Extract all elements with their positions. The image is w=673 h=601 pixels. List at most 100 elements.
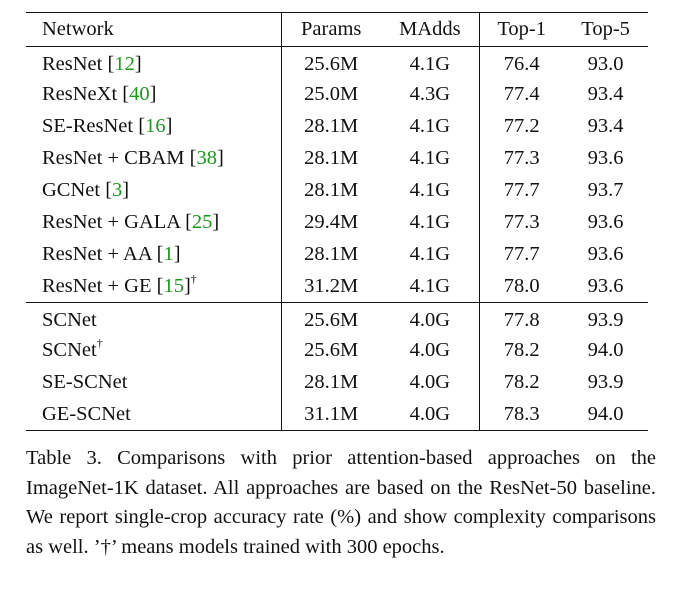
prior-methods-group: ResNet [12] 25.6M 4.1G 76.4 93.0 ResNeXt [40]… bbox=[26, 46, 648, 303]
cell-madds: 4.1G bbox=[409, 115, 451, 138]
cell-top5: 93.9 bbox=[587, 308, 624, 331]
cell-params: 31.1M bbox=[280, 398, 381, 431]
cell-top5: 93.6 bbox=[563, 270, 648, 303]
cell-top1: 77.4 bbox=[479, 78, 564, 111]
cell-network: SCNet bbox=[26, 303, 281, 335]
cell-network: ResNet + AA [1] bbox=[42, 243, 181, 266]
cell-network: ResNet + GE [15]† bbox=[26, 270, 282, 303]
cell-top1: 77.8 bbox=[479, 302, 564, 335]
header-top1: Top-1 bbox=[479, 12, 564, 47]
results-table: Network Params MAdds Top-1 Top-5 ResNet … bbox=[26, 12, 648, 431]
network-name: ResNet + CBAM bbox=[42, 147, 185, 170]
cell-top5: 93.6 bbox=[587, 243, 624, 266]
cell-top5: 93.0 bbox=[587, 52, 624, 75]
cell-top5: 94.0 bbox=[563, 398, 648, 431]
cell-madds: 4.1G bbox=[409, 243, 451, 266]
cell-params: 28.1M bbox=[280, 110, 381, 143]
dagger-mark: † bbox=[96, 336, 103, 351]
network-name: SCNet bbox=[42, 308, 97, 331]
citation-link[interactable]: 16 bbox=[145, 115, 166, 138]
table-row: GCNet [3] 28.1M 4.1G 77.7 93.7 bbox=[26, 174, 648, 207]
cell-params: 31.2M bbox=[280, 270, 381, 303]
cell-top5: 93.9 bbox=[587, 371, 624, 394]
table-row: SCNet 25.6M 4.0G 77.8 93.9 bbox=[26, 302, 648, 335]
cell-network: ResNet [12] bbox=[42, 52, 142, 75]
network-name: ResNet + AA bbox=[42, 243, 152, 266]
header-params: Params bbox=[280, 12, 381, 47]
cell-top1: 76.4 bbox=[479, 46, 564, 79]
cell-params: 25.6M bbox=[280, 46, 381, 79]
cell-top1: 78.2 bbox=[479, 366, 564, 399]
cell-top1: 77.7 bbox=[479, 238, 564, 271]
table-row: ResNet + GALA [25] 29.4M 4.1G 77.3 93.6 bbox=[26, 206, 648, 239]
cell-madds: 4.0G bbox=[380, 398, 480, 431]
cell-network: ResNet + GALA [25] bbox=[42, 211, 220, 234]
table-row: ResNet + GE [15]† 31.2M 4.1G 78.0 93.6 bbox=[26, 270, 648, 303]
cell-madds: 4.1G bbox=[380, 270, 480, 303]
cell-top5: 93.6 bbox=[587, 211, 624, 234]
cell-params: 25.6M bbox=[280, 302, 381, 335]
cell-top1: 77.3 bbox=[479, 206, 564, 239]
citation-link[interactable]: 12 bbox=[114, 52, 135, 75]
table-caption: Table 3. Comparisons with prior attentio… bbox=[26, 447, 656, 558]
citation-link[interactable]: 38 bbox=[196, 147, 218, 170]
cell-madds: 4.1G bbox=[409, 52, 451, 75]
cell-top5: 93.4 bbox=[587, 115, 624, 138]
cell-params: 28.1M bbox=[280, 174, 381, 207]
cell-network: GE-SCNet bbox=[26, 398, 282, 431]
cell-network: SCNet† bbox=[26, 335, 281, 367]
cell-params: 25.0M bbox=[280, 78, 381, 111]
cell-top1: 78.0 bbox=[479, 270, 564, 303]
cell-network: SE-SCNet bbox=[26, 367, 281, 399]
table-row: ResNet + AA [1] 28.1M 4.1G 77.7 93.6 bbox=[26, 238, 648, 271]
cell-madds: 4.0G bbox=[409, 308, 451, 331]
table-row: GE-SCNet 31.1M 4.0G 78.3 94.0 bbox=[26, 398, 648, 431]
cell-network: SE-ResNet [16] bbox=[42, 115, 173, 138]
network-name: ResNeXt bbox=[42, 83, 118, 106]
cell-top5: 94.0 bbox=[587, 339, 624, 362]
network-name: SE-ResNet bbox=[42, 115, 134, 138]
dagger-mark: † bbox=[190, 272, 197, 286]
citation-link[interactable]: 1 bbox=[163, 243, 174, 266]
header-madds: MAdds bbox=[380, 12, 480, 47]
header-network: Network bbox=[26, 12, 282, 47]
cell-madds: 4.0G bbox=[409, 339, 451, 362]
table-header: Network Params MAdds Top-1 Top-5 bbox=[26, 12, 648, 47]
citation-link[interactable]: 40 bbox=[129, 83, 150, 106]
cell-top1: 78.3 bbox=[479, 398, 564, 431]
network-name: SCNet bbox=[42, 339, 97, 362]
header-row: Network Params MAdds Top-1 Top-5 bbox=[26, 12, 648, 47]
cell-top1: 77.2 bbox=[479, 110, 564, 143]
cell-top5: 93.7 bbox=[587, 179, 624, 202]
cell-madds: 4.1G bbox=[409, 211, 451, 234]
network-name: ResNet + GE bbox=[42, 275, 152, 297]
scnet-methods-group: SCNet 25.6M 4.0G 77.8 93.9 SCNet† 25.6M 4.0G 78.… bbox=[26, 302, 648, 431]
citation-link[interactable]: 25 bbox=[191, 211, 213, 234]
cell-top1: 77.7 bbox=[479, 174, 564, 207]
cell-network: ResNet + CBAM [38] bbox=[42, 147, 224, 170]
cell-top5: 93.6 bbox=[587, 147, 624, 170]
network-name: ResNet + GALA bbox=[42, 211, 180, 234]
cell-params: 29.4M bbox=[280, 206, 381, 239]
cell-madds: 4.1G bbox=[409, 147, 451, 170]
cell-params: 28.1M bbox=[280, 366, 381, 399]
network-name: ResNet bbox=[42, 52, 103, 75]
table-row: ResNeXt [40] 25.0M 4.3G 77.4 93.4 bbox=[26, 78, 648, 111]
table-row: SE-SCNet 28.1M 4.0G 78.2 93.9 bbox=[26, 366, 648, 399]
citation-link[interactable]: 15 bbox=[163, 275, 184, 297]
table-row: SCNet† 25.6M 4.0G 78.2 94.0 bbox=[26, 334, 648, 367]
cell-madds: 4.3G bbox=[409, 83, 451, 106]
table-row: ResNet + CBAM [38] 28.1M 4.1G 77.3 93.6 bbox=[26, 142, 648, 175]
table-row: ResNet [12] 25.6M 4.1G 76.4 93.0 bbox=[26, 46, 648, 79]
network-name: GE-SCNet bbox=[42, 403, 131, 425]
table-row: SE-ResNet [16] 28.1M 4.1G 77.2 93.4 bbox=[26, 110, 648, 143]
citation-link[interactable]: 3 bbox=[112, 179, 123, 202]
cell-madds: 4.0G bbox=[409, 371, 451, 394]
cell-top1: 78.2 bbox=[479, 334, 564, 367]
cell-madds: 4.1G bbox=[409, 179, 451, 202]
cell-top1: 77.3 bbox=[479, 142, 564, 175]
results-table-container: Network Params MAdds Top-1 Top-5 ResNet … bbox=[26, 12, 648, 431]
cell-network: ResNeXt [40] bbox=[42, 83, 157, 106]
cell-top5: 93.4 bbox=[587, 83, 624, 106]
cell-network: GCNet [3] bbox=[42, 179, 130, 202]
